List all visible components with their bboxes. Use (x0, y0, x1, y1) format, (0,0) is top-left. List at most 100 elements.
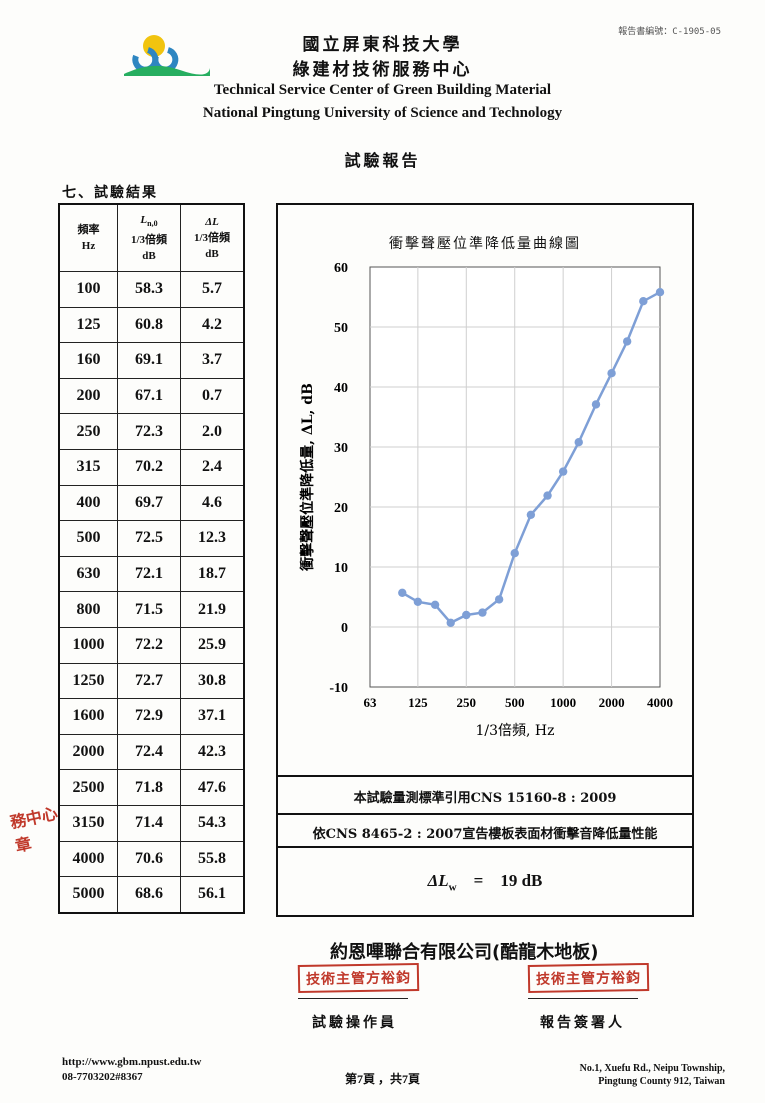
table-row: 1250 72.7 30.8 (58, 662, 245, 700)
table-row: 800 71.5 21.9 (58, 591, 245, 628)
ln0-cell: 70.2 (117, 448, 181, 486)
y-tick-label: -10 (329, 681, 348, 696)
data-point (462, 610, 471, 620)
data-point (478, 608, 487, 617)
delta-l-cell: 56.1 (180, 876, 245, 914)
delta-l-cell: 2.4 (180, 448, 245, 486)
footer-contact: http://www.gbm.npust.edu.tw 08-7703202#8… (62, 1055, 201, 1085)
chart-panel: 衝擊聲壓位準降低量曲線圖 63 125 250 500 1000 2000 4000 60 50… (276, 203, 694, 917)
frequency-cell: 400 (58, 484, 118, 522)
table-row: 100 58.3 5.7 (58, 271, 245, 308)
university-name-zh: 國立屏東科技大學 (302, 35, 463, 55)
results-table: 頻率 Hz Ln,0 1/3倍頻 dB ΔL 1/3倍頻 dB 100 58.3 5… (58, 203, 245, 914)
table-row: 1600 72.9 37.1 (58, 698, 245, 735)
signature-stamp: 技術主管方裕鈞 (527, 962, 650, 994)
ln0-cell: 72.1 (117, 555, 181, 593)
header-ln0-band: 1/3倍頻 (130, 234, 168, 247)
x-tick-label: 250 (457, 695, 477, 710)
y-tick-label: 30 (334, 441, 348, 456)
result-symbol: ΔL (427, 871, 449, 890)
data-point (494, 595, 504, 604)
signature-line (528, 998, 638, 999)
delta-l-cell: 5.7 (180, 271, 245, 308)
delta-l-cell: 37.1 (180, 698, 245, 735)
header-frequency-zh: 頻率 (77, 224, 100, 236)
header-frequency-unit: Hz (81, 240, 96, 252)
data-point (622, 337, 632, 346)
table-row: 4000 70.6 55.8 (58, 840, 245, 878)
x-tick-label: 63 (364, 695, 378, 710)
data-point (607, 369, 616, 378)
delta-l-cell: 42.3 (180, 733, 245, 771)
frequency-cell: 630 (58, 555, 118, 593)
signature-label-operator: 試驗操作員 (312, 1015, 397, 1031)
signature-stamp: 技術主管方裕鈞 (297, 962, 420, 994)
header-delta-l: ΔL 1/3倍頻 dB (180, 203, 245, 272)
footer-address: No.1, Xuefu Rd., Neipu Township, Pingtun… (580, 1062, 725, 1088)
delta-l-cell: 3.7 (180, 342, 245, 379)
frequency-cell: 250 (58, 413, 118, 450)
frequency-cell: 500 (58, 520, 118, 557)
chart-svg: 63 125 250 500 1000 2000 4000 60 50 40 30 20 10 0 -10 1… (299, 261, 673, 739)
frequency-cell: 5000 (58, 876, 118, 914)
center-name-zh: 綠建材技術服務中心 (292, 60, 473, 80)
frequency-cell: 4000 (58, 840, 118, 878)
footer-phone: 08-7703202#8367 (62, 1071, 143, 1083)
delta-l-cell: 0.7 (180, 377, 245, 415)
header-delta-l-unit: dB (205, 248, 219, 260)
data-point (655, 288, 665, 297)
table-row: 315 70.2 2.4 (58, 448, 245, 486)
data-point (510, 549, 519, 558)
table-row: 2500 71.8 47.6 (58, 769, 245, 806)
table-row: 160 69.1 3.7 (58, 342, 245, 379)
page-number: 第7頁 ，共7頁 (345, 1072, 421, 1086)
data-point (430, 600, 440, 609)
ln0-cell: 58.3 (117, 271, 181, 308)
table-row: 250 72.3 2.0 (58, 413, 245, 450)
table-row: 400 69.7 4.6 (58, 484, 245, 522)
table-row: 125 60.8 4.2 (58, 306, 245, 344)
x-tick-label: 4000 (647, 695, 673, 710)
ln0-cell: 72.7 (117, 662, 181, 700)
data-point (446, 618, 455, 627)
frequency-cell: 125 (58, 306, 118, 344)
university-name-en: National Pingtung University of Science … (202, 105, 563, 121)
x-tick-label: 125 (408, 695, 428, 710)
ln0-cell: 69.7 (117, 484, 181, 522)
frequency-cell: 2000 (58, 733, 118, 771)
header-ln0-subscript: n,0 (147, 219, 158, 229)
frequency-cell: 200 (58, 377, 118, 415)
ln0-cell: 67.1 (117, 377, 181, 415)
header-ln0-symbol: L (140, 213, 148, 226)
y-axis-label: 衝擊聲壓位準降低量, ΔL, dB (299, 383, 316, 572)
ln0-cell: 69.1 (117, 342, 181, 379)
signature-line (298, 998, 408, 999)
y-tick-label: 40 (334, 381, 348, 396)
y-tick-label: 20 (334, 501, 348, 516)
table-row: 200 67.1 0.7 (58, 377, 245, 415)
header-delta-l-band: 1/3倍頻 (193, 232, 231, 244)
frequency-cell: 100 (58, 271, 118, 308)
frequency-cell: 1600 (58, 698, 118, 735)
frequency-cell: 800 (58, 591, 118, 628)
ln0-cell: 72.9 (117, 698, 181, 735)
frequency-cell: 3150 (58, 804, 118, 842)
data-point (398, 588, 407, 597)
divider (278, 846, 692, 848)
footer-url: http://www.gbm.npust.edu.tw (62, 1056, 202, 1068)
header-frequency: 頻率 Hz (58, 203, 118, 272)
section-title: 七、試驗結果 (62, 185, 158, 201)
ln0-cell: 70.6 (117, 840, 181, 878)
result-value: 19 dB (500, 871, 543, 890)
result-subscript: w (448, 881, 457, 894)
y-tick-label: 50 (334, 321, 348, 336)
header-ln0: Ln,0 1/3倍頻 dB (117, 203, 181, 272)
ln0-cell: 71.4 (117, 804, 181, 842)
standard-declaration: 依CNS 8465-2 : 2007宣告樓板表面材衝擊音降低量性能 (312, 827, 658, 842)
header-ln0-unit: dB (142, 250, 156, 263)
results-table-body: 100 58.3 5.7 125 60.8 4.2 160 69.1 3.7 200 67.1 0.7… (58, 271, 245, 914)
delta-l-cell: 4.6 (180, 484, 245, 522)
table-row: 500 72.5 12.3 (58, 520, 245, 557)
footer-address-line2: Pingtung County 912, Taiwan (598, 1076, 725, 1087)
y-tick-label: 60 (334, 261, 348, 276)
